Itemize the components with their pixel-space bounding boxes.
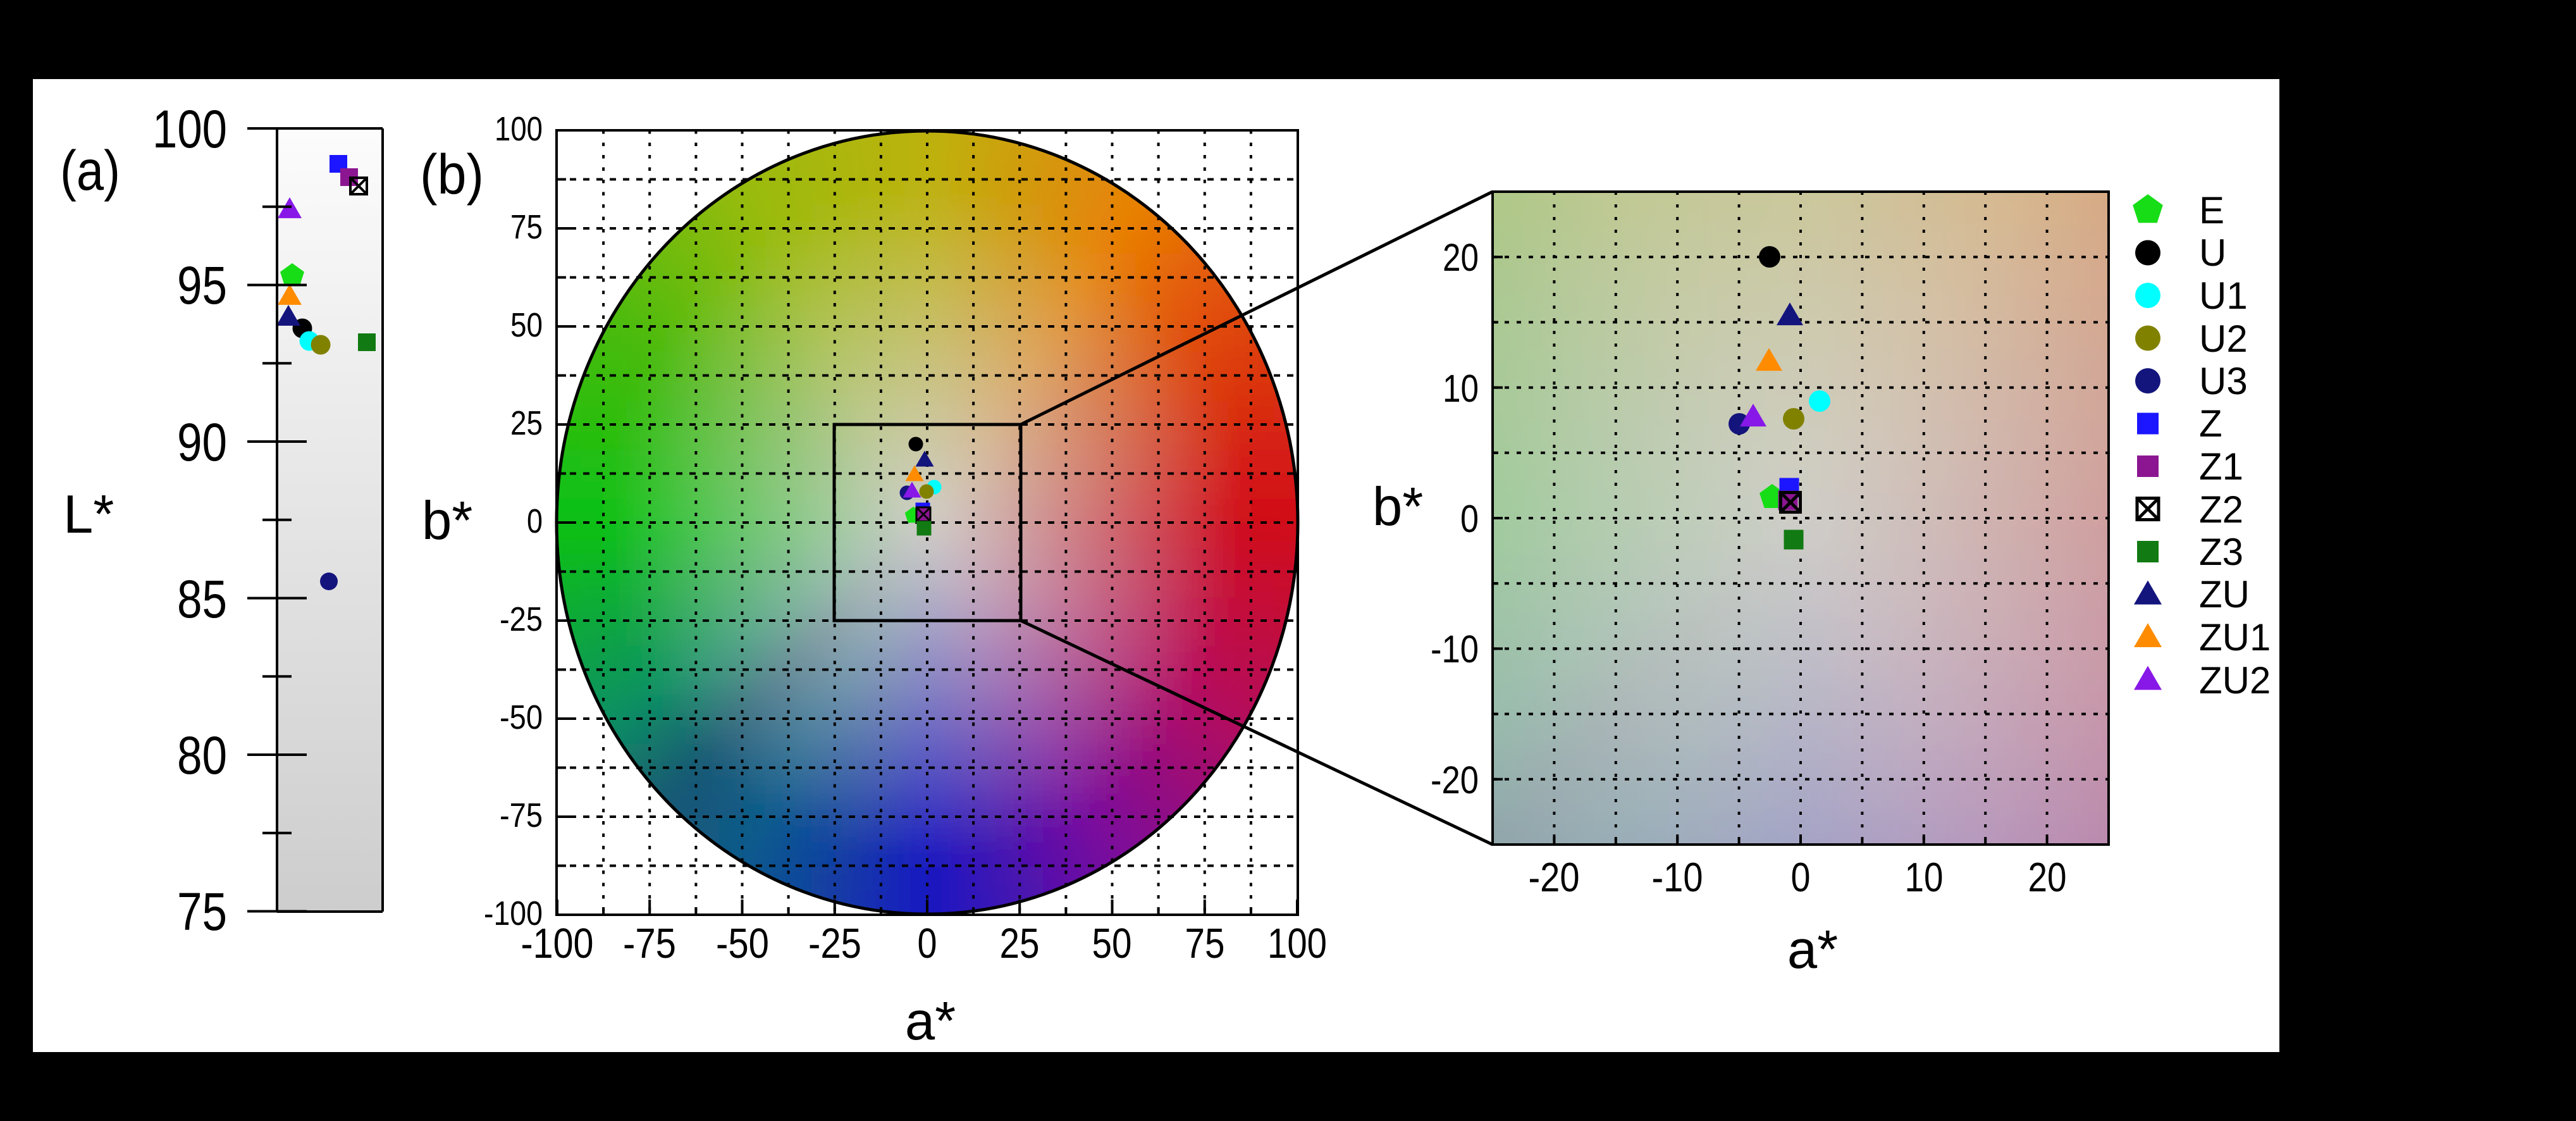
svg-text:U3: U3: [2199, 360, 2248, 402]
svg-text:10: 10: [1905, 854, 1944, 900]
svg-text:a*: a*: [905, 991, 956, 1051]
svg-text:-75: -75: [623, 920, 676, 967]
svg-text:75: 75: [1185, 920, 1225, 967]
svg-text:L*: L*: [63, 485, 114, 545]
svg-text:-25: -25: [500, 600, 543, 638]
svg-text:Z2: Z2: [2199, 488, 2243, 531]
svg-text:(a): (a): [60, 139, 120, 202]
svg-text:-75: -75: [500, 796, 543, 834]
svg-text:25: 25: [510, 404, 543, 442]
svg-text:-100: -100: [521, 920, 594, 967]
svg-text:20: 20: [1443, 236, 1479, 279]
svg-text:ZU: ZU: [2199, 573, 2250, 616]
svg-text:100: 100: [1267, 920, 1327, 967]
svg-text:95: 95: [177, 256, 227, 315]
svg-text:75: 75: [177, 882, 227, 941]
svg-text:-50: -50: [500, 698, 543, 736]
svg-text:b*: b*: [422, 491, 472, 551]
svg-text:50: 50: [1092, 920, 1132, 967]
svg-text:(b): (b): [420, 142, 484, 206]
svg-text:90: 90: [177, 412, 227, 472]
svg-text:ZU1: ZU1: [2199, 616, 2271, 659]
svg-text:Z1: Z1: [2199, 445, 2243, 488]
svg-text:80: 80: [177, 726, 227, 785]
svg-text:85: 85: [177, 569, 227, 629]
svg-text:0: 0: [527, 502, 543, 540]
svg-text:E: E: [2199, 189, 2224, 232]
svg-text:0: 0: [1791, 854, 1811, 900]
svg-text:b*: b*: [1372, 477, 1423, 537]
svg-text:50: 50: [510, 306, 543, 344]
svg-text:-25: -25: [808, 920, 861, 967]
svg-text:100: 100: [495, 110, 543, 148]
svg-text:-20: -20: [1431, 759, 1479, 802]
svg-text:0: 0: [918, 920, 937, 967]
svg-text:U: U: [2199, 232, 2226, 274]
svg-text:75: 75: [510, 208, 543, 246]
svg-text:Z3: Z3: [2199, 531, 2243, 573]
svg-text:-10: -10: [1652, 854, 1703, 900]
svg-text:25: 25: [1000, 920, 1040, 967]
svg-text:100: 100: [152, 99, 227, 159]
svg-text:-100: -100: [484, 895, 543, 932]
svg-text:Z: Z: [2199, 402, 2222, 445]
svg-text:ZU2: ZU2: [2199, 659, 2271, 702]
svg-text:U1: U1: [2199, 275, 2248, 317]
svg-text:-20: -20: [1529, 854, 1580, 900]
svg-text:10: 10: [1443, 367, 1479, 410]
svg-text:20: 20: [2028, 854, 2067, 900]
svg-text:0: 0: [1460, 497, 1479, 540]
svg-text:-10: -10: [1431, 628, 1479, 671]
svg-text:U2: U2: [2199, 318, 2248, 360]
svg-text:-50: -50: [716, 920, 769, 967]
svg-text:a*: a*: [1787, 920, 1838, 980]
